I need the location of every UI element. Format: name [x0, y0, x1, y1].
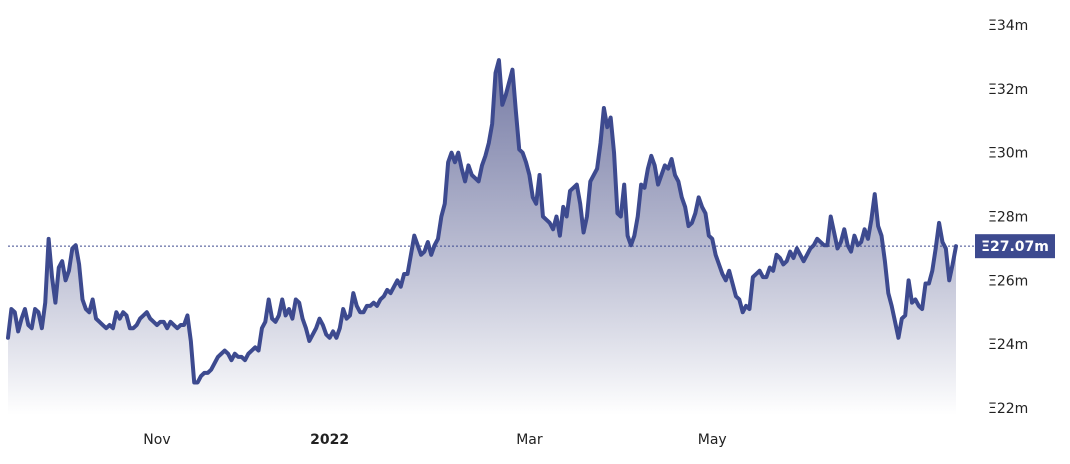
- current-price-label: Ξ27.07m: [981, 239, 1049, 255]
- y-tick-label: Ξ32m: [988, 82, 1028, 98]
- price-badge-layer: Ξ27.07m: [975, 234, 1055, 259]
- y-tick-label: Ξ24m: [988, 337, 1028, 353]
- x-tick-label: Mar: [516, 432, 543, 448]
- y-tick-label: Ξ28m: [988, 210, 1028, 226]
- y-tick-label: Ξ30m: [988, 146, 1028, 162]
- series-area: [8, 60, 956, 416]
- y-tick-label: Ξ34m: [988, 18, 1028, 34]
- line-layer: [6, 58, 958, 385]
- x-axis: Nov 2022 Mar May: [143, 432, 726, 448]
- x-tick-label: Nov: [143, 432, 170, 448]
- x-tick-label: May: [698, 432, 727, 448]
- series-line: [6, 58, 958, 385]
- y-axis: Ξ22m Ξ24m Ξ26m Ξ28m Ξ30m Ξ32m Ξ34m: [988, 18, 1028, 417]
- area-layer: [8, 60, 956, 416]
- current-price-badge: [975, 234, 1055, 259]
- y-tick-label: Ξ22m: [988, 401, 1028, 417]
- y-tick-label: Ξ26m: [988, 273, 1028, 289]
- x-tick-label: 2022: [310, 432, 349, 448]
